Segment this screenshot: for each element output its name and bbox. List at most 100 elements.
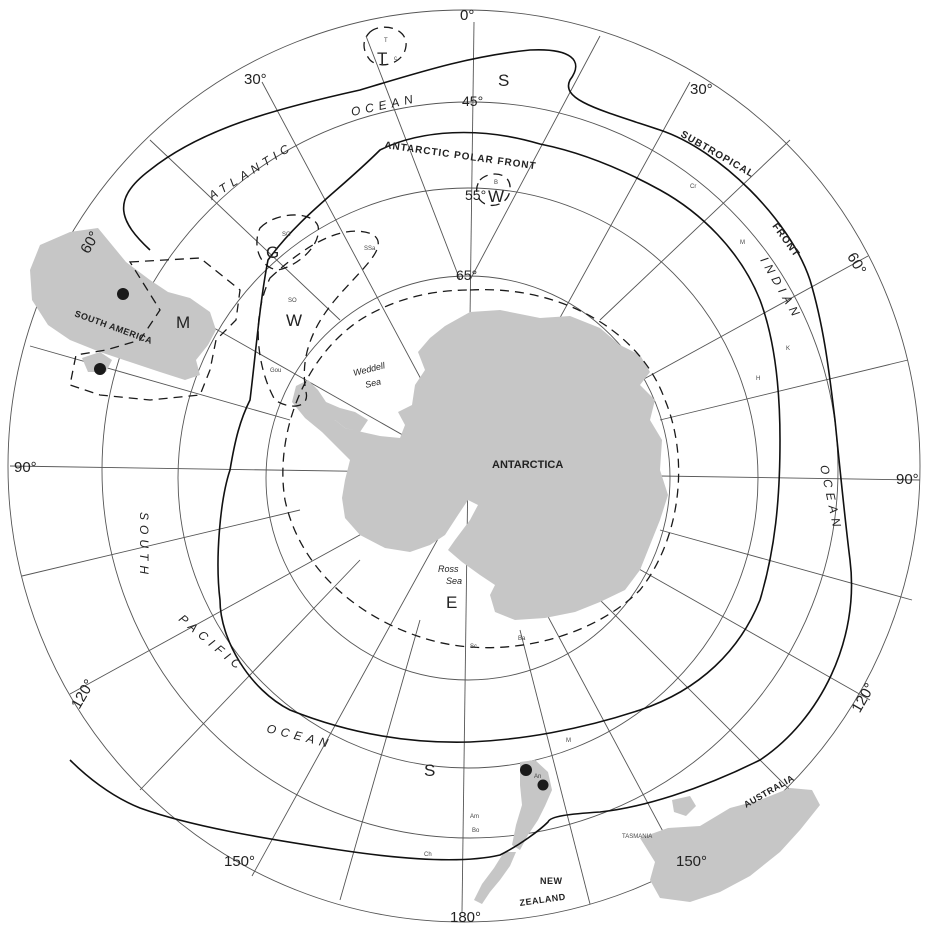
lat-label-45: 45° (462, 93, 483, 109)
small-label-m-islands: M (740, 240, 745, 246)
label-weddell-2: Sea (364, 376, 382, 390)
w-east-zone-dashed (475, 173, 511, 207)
label-new-zealand-2: ZEALAND (519, 892, 566, 908)
region-m: M (176, 313, 190, 332)
small-label-gou: Gou (270, 368, 281, 374)
label-ross-2: Sea (446, 576, 462, 586)
latitude-circle-outer (101, 101, 839, 839)
label-atlantic: ATLANTIC (205, 139, 296, 203)
tasmania-landmass (672, 796, 696, 816)
subtropical-front-line (69, 49, 853, 861)
latitude-circle-55 (177, 187, 759, 769)
m-zone-dashed (69, 257, 241, 401)
g-zone-dashed (256, 214, 319, 271)
site-dots (94, 288, 549, 791)
label-front: FRONT (770, 221, 802, 259)
graticule-circles (7, 9, 921, 923)
lon-label-180: 180° (450, 909, 481, 926)
small-label-so: SO (288, 298, 297, 304)
region-s-north: S (498, 71, 509, 90)
region-t: T (377, 49, 387, 68)
label-tasmania: TASMANIA (622, 834, 652, 840)
site-dot (537, 779, 549, 791)
site-dot (520, 764, 532, 776)
label-ross-1: Ross (438, 564, 459, 574)
meridian-165w (339, 619, 421, 901)
label-weddell-1: Weddell (352, 360, 387, 378)
lon-label-30w: 30° (244, 71, 267, 88)
latitude-labels: 45° 55° 65° (456, 93, 486, 283)
lon-label-60e: 60° (843, 250, 869, 278)
antarctica-landmass (316, 310, 668, 620)
meridian-105e (659, 529, 913, 601)
site-dot (117, 288, 129, 300)
meridian-45w (149, 139, 341, 321)
zone-boundaries (69, 26, 680, 649)
meridian-135w (139, 559, 361, 791)
meridian-15e (469, 35, 601, 281)
lon-label-0: 0° (460, 7, 474, 24)
meridian-165e (519, 629, 591, 905)
region-letters: S S M W W G T E (176, 49, 509, 780)
meridian-75e (659, 359, 909, 421)
small-label-b: B (494, 180, 498, 186)
lon-label-90e: 90° (896, 471, 919, 488)
meridian-105w (21, 509, 301, 577)
region-w-east: W (488, 187, 504, 206)
small-label-sc: Sc (470, 644, 477, 650)
label-pacific: PACIFIC (176, 612, 247, 675)
small-label-bo: Bo (472, 828, 480, 834)
lon-label-90w: 90° (14, 459, 37, 476)
small-label-ssa: SSa (364, 246, 376, 252)
land (30, 228, 820, 904)
label-subtropical: SUBTROPICAL (679, 129, 757, 180)
small-label-h: H (756, 376, 760, 382)
small-label-cr: Cr (690, 184, 696, 190)
antarctic-peninsula (292, 380, 368, 432)
antarctic-polar-front-line (217, 131, 781, 743)
small-label-ba: Ba (518, 636, 526, 642)
meridians (9, 21, 921, 913)
t-zone-dashed (363, 26, 407, 66)
lon-label-150e: 150° (676, 853, 707, 870)
inner-zone-dashed (282, 288, 680, 649)
map-boundary-circle (7, 9, 921, 923)
lon-label-120e: 120° (848, 680, 878, 715)
south-america-landmass (30, 228, 216, 380)
small-label-tt: T (384, 38, 388, 44)
australia-landmass (640, 788, 820, 902)
small-label-am: Am (470, 814, 479, 820)
lon-label-30e: 30° (690, 81, 713, 98)
label-atlantic-ocean: OCEAN (350, 91, 419, 119)
fronts (69, 49, 853, 861)
small-label-mc: M (566, 738, 571, 744)
label-polar-front: ANTARCTIC POLAR FRONT (384, 140, 538, 172)
small-label-an: An (534, 774, 541, 780)
front-labels: ANTARCTIC POLAR FRONT SUBTROPICAL FRONT (384, 129, 802, 260)
label-new-zealand-1: NEW (540, 876, 563, 886)
new-zealand-north (512, 760, 552, 850)
small-label-sg: SG (282, 232, 291, 238)
label-antarctica: ANTARCTICA (492, 459, 563, 471)
lat-label-55: 55° (465, 187, 486, 203)
region-s-south: S (424, 761, 435, 780)
region-e: E (446, 593, 457, 612)
meridian-15w (365, 35, 461, 281)
small-label-tc: c (394, 56, 397, 62)
site-dot (94, 363, 106, 375)
small-labels: SG SO SSa Gou T c B M Sc Ba Am Ch An Bo … (270, 38, 790, 858)
lon-label-150w: 150° (224, 853, 255, 870)
label-south: SOUTH (137, 512, 151, 579)
meridian-45e (599, 139, 791, 321)
lat-label-65: 65° (456, 267, 477, 283)
small-label-k: K (786, 346, 790, 352)
w-zone-dashed (257, 230, 379, 407)
lon-label-120w: 120° (68, 677, 98, 712)
latitude-circle-65 (265, 275, 671, 681)
region-w-west: W (286, 311, 302, 330)
new-zealand-south (474, 852, 516, 904)
label-pacific-ocean: OCEAN (265, 721, 334, 751)
meridian-135e (579, 579, 801, 801)
region-g: G (266, 243, 279, 262)
